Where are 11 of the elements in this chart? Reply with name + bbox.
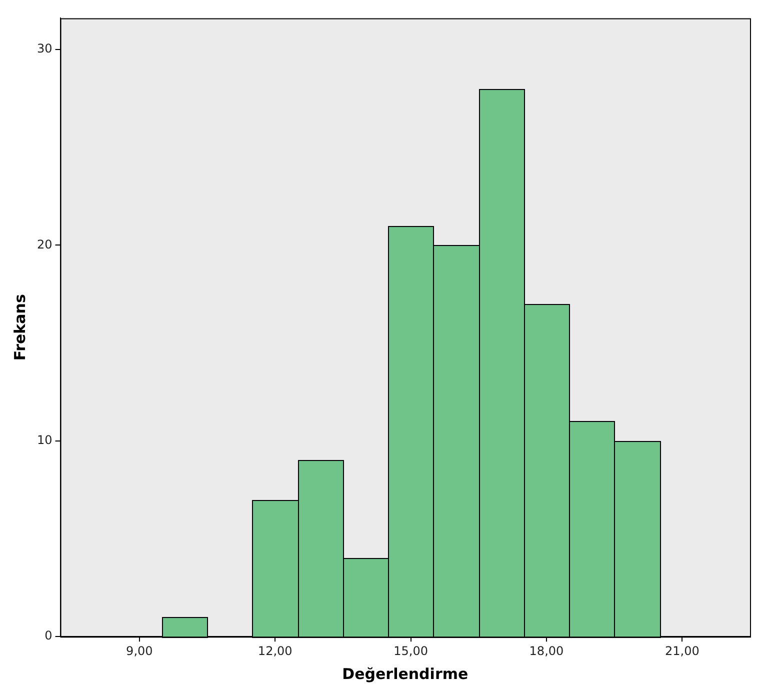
y-axis-title: Frekans: [10, 294, 29, 361]
x-tick-label: 12,00: [258, 644, 292, 658]
y-tick-label: 0: [44, 628, 52, 643]
y-tick-label: 20: [36, 237, 52, 252]
y-tick-label: 10: [36, 433, 52, 448]
x-tick-label: 9,00: [126, 644, 153, 658]
x-tick-label: 18,00: [529, 644, 564, 658]
x-axis-title: Değerlendirme: [342, 664, 468, 683]
x-tick-label: 21,00: [664, 644, 700, 658]
y-tick-label: 30: [36, 42, 52, 56]
x-tick-label: 15,00: [394, 644, 428, 658]
